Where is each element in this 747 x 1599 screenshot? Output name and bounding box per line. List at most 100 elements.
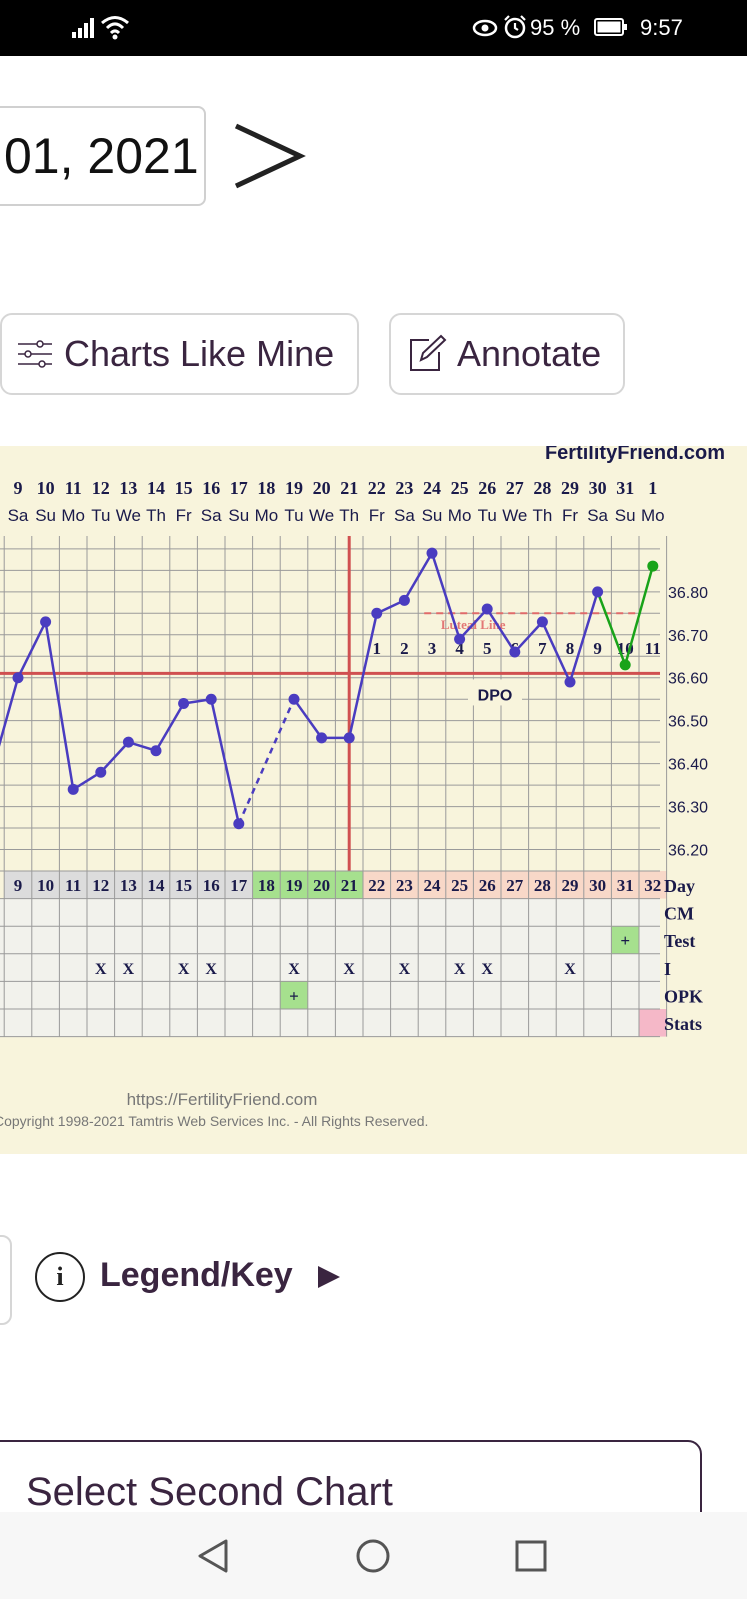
temp-point[interactable] (233, 818, 245, 830)
temp-point[interactable] (454, 633, 466, 645)
weekday-label: Su (35, 506, 56, 525)
row-label: I (664, 959, 671, 979)
temp-segment (430, 552, 461, 640)
date-number: 22 (368, 478, 386, 498)
temp-point[interactable] (536, 616, 548, 628)
y-tick-label: 36.40 (668, 757, 708, 774)
footer-url: https://FertilityFriend.com (127, 1090, 318, 1109)
weekday-label: Su (228, 506, 249, 525)
temp-point[interactable] (398, 594, 410, 606)
row-label: OPK (664, 986, 703, 1006)
day-cell (583, 871, 612, 899)
temp-segment (486, 608, 516, 653)
temp-point[interactable] (426, 547, 438, 559)
dpo-number: 9 (593, 639, 602, 658)
temp-point[interactable] (288, 693, 300, 705)
eye-icon (472, 19, 498, 37)
cycle-day-number: 9 (14, 876, 23, 895)
intercourse-mark: X (454, 961, 466, 978)
temp-segment (458, 608, 489, 640)
temp-segment (292, 698, 323, 739)
day-cell (307, 871, 336, 899)
date-number: 19 (285, 478, 303, 498)
temp-segment (568, 591, 599, 683)
date-number: 24 (423, 478, 441, 498)
temp-point[interactable] (67, 783, 79, 795)
charts-like-mine-button[interactable]: Charts Like Mine (0, 313, 359, 395)
temp-point[interactable] (205, 693, 217, 705)
temp-point[interactable] (619, 659, 631, 671)
temp-segment (44, 621, 75, 790)
dpo-number: 5 (483, 639, 492, 658)
home-icon[interactable] (355, 1538, 391, 1574)
date-display[interactable]: 01, 2021 (0, 106, 206, 206)
y-tick-label: 36.30 (668, 800, 708, 817)
date-number: 16 (202, 478, 220, 498)
temp-point[interactable] (40, 616, 52, 628)
temp-segment (403, 552, 434, 602)
temp-point[interactable] (371, 607, 383, 619)
intercourse-mark: X (343, 961, 355, 978)
expand-arrow-icon[interactable] (318, 1266, 340, 1288)
cycle-day-number: 27 (506, 876, 524, 895)
temp-point[interactable] (150, 745, 162, 757)
annotate-button[interactable]: Annotate (389, 313, 625, 395)
day-cell (418, 871, 446, 899)
temp-segment (154, 702, 185, 752)
temp-segment (623, 565, 655, 666)
temp-point[interactable] (343, 732, 355, 744)
cycle-day-number: 20 (313, 876, 330, 895)
intercourse-mark: X (399, 961, 411, 978)
annotate-label: Annotate (457, 333, 602, 374)
day-cell (225, 871, 253, 899)
weekday-label: Tu (284, 506, 303, 525)
cycle-day-number: 17 (230, 876, 248, 895)
date-number: 17 (230, 478, 248, 498)
temp-point[interactable] (95, 766, 107, 778)
dpo-number: 8 (566, 639, 575, 658)
recents-icon[interactable] (515, 1540, 547, 1572)
day-cell (556, 871, 584, 899)
temp-point[interactable] (564, 676, 576, 688)
y-tick-label: 36.70 (668, 628, 708, 645)
test-positive-cell (611, 926, 639, 954)
cycle-day-number: 26 (479, 876, 496, 895)
day-cell (528, 871, 557, 899)
weekday-label: Tu (91, 506, 110, 525)
info-icon[interactable]: i (35, 1252, 85, 1302)
temp-point[interactable] (592, 586, 604, 598)
next-arrow-icon[interactable] (232, 120, 312, 200)
navigation-bar (0, 1512, 747, 1599)
back-icon[interactable] (196, 1538, 230, 1574)
temp-point[interactable] (647, 560, 659, 572)
dpo-number: 3 (428, 639, 437, 658)
temp-segment (347, 613, 379, 739)
temp-point[interactable] (316, 732, 328, 744)
cycle-day-number: 13 (120, 876, 137, 895)
dpo-number: 2 (400, 639, 409, 658)
weekday-label: Su (422, 506, 443, 525)
weekday-label: Su (615, 506, 636, 525)
battery-icon (594, 18, 627, 36)
day-cell (31, 871, 60, 899)
temp-point[interactable] (12, 672, 24, 684)
date-number: 27 (506, 478, 524, 498)
date-number: 20 (313, 478, 331, 498)
temp-segment (596, 591, 627, 666)
temp-segment (16, 621, 47, 679)
date-number: 18 (257, 478, 275, 498)
left-button-stub[interactable] (0, 1235, 12, 1325)
legend-key-link[interactable]: Legend/Key (100, 1256, 293, 1294)
temp-point[interactable] (509, 646, 521, 658)
temp-point[interactable] (481, 603, 493, 615)
weekday-label: Sa (394, 506, 415, 525)
day-cell (59, 871, 87, 899)
temp-point[interactable] (122, 736, 134, 748)
temp-segment (209, 698, 241, 825)
temp-point[interactable] (178, 698, 190, 709)
intercourse-mark: X (288, 961, 300, 978)
fertility-chart: FertilityFriend.com 9 Sa 10 Su 11 Mo 12 Tu 13 We 14… (0, 442, 747, 1154)
cycle-day-number: 10 (37, 876, 54, 895)
cycle-day-number: 24 (424, 876, 442, 895)
weekday-label: Fr (369, 506, 385, 525)
